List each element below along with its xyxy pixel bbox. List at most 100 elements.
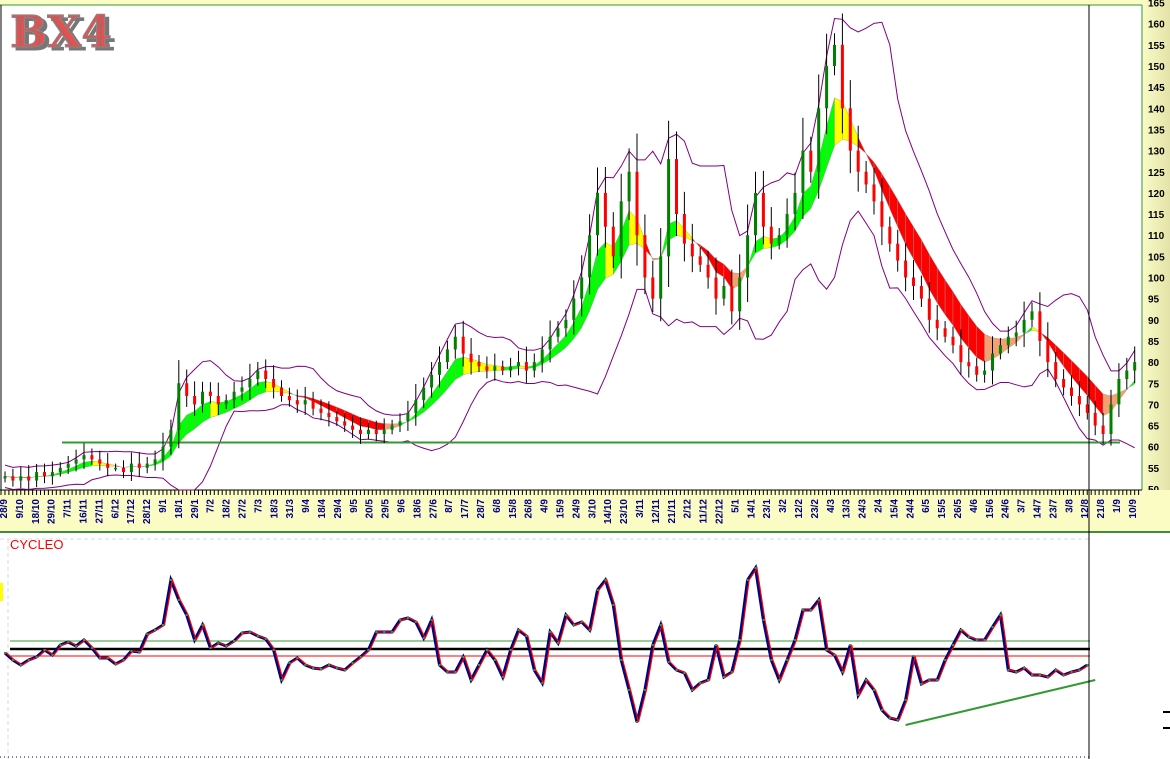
candle-body xyxy=(580,277,584,299)
y-tick-label: 90 xyxy=(1148,316,1160,327)
candle xyxy=(833,33,836,76)
candle xyxy=(754,171,757,253)
x-tick-label: 29/4 xyxy=(333,499,344,519)
candle-body xyxy=(90,455,94,460)
candle-body xyxy=(856,150,860,172)
candle-body xyxy=(264,370,268,380)
cycleo-point xyxy=(320,668,322,670)
cycleo-trendline[interactable] xyxy=(905,679,1096,726)
ribbon-segment xyxy=(455,356,464,380)
cycleo-point xyxy=(541,682,544,684)
candle-body xyxy=(991,353,994,371)
candle xyxy=(888,216,892,252)
ribbon-segment xyxy=(700,244,709,259)
candle-body xyxy=(730,285,734,312)
candle-body xyxy=(43,472,46,477)
cycleo-point xyxy=(604,579,607,581)
candle-body xyxy=(485,366,489,371)
candle-body xyxy=(959,345,963,363)
candle-body xyxy=(469,353,473,363)
candle xyxy=(493,353,497,381)
ribbon-segment xyxy=(1063,352,1072,378)
candle xyxy=(185,369,189,407)
candle-body xyxy=(382,429,386,435)
cycleo-point xyxy=(873,689,875,691)
cycleo-point xyxy=(1086,664,1089,666)
candle-body xyxy=(627,171,631,202)
cycleo-point xyxy=(683,672,686,674)
candle xyxy=(761,170,765,245)
cycleo-point xyxy=(857,694,860,696)
ribbon-segment xyxy=(889,185,898,228)
candle-body xyxy=(177,383,181,430)
x-tick-label: 18/1 xyxy=(174,499,185,519)
candle-body xyxy=(256,370,260,380)
candle xyxy=(848,80,852,174)
x-tick-label: 3/2 xyxy=(778,499,789,513)
cycleo-point xyxy=(564,614,567,616)
candle xyxy=(896,229,900,272)
candle xyxy=(777,228,781,250)
candle xyxy=(43,463,46,484)
candle-body xyxy=(398,421,402,426)
cycleo-indicator xyxy=(4,563,1096,726)
x-tick-label: 7/11 xyxy=(63,499,74,518)
cycleo-point xyxy=(399,619,401,621)
candle xyxy=(114,463,118,472)
bollinger-upper xyxy=(4,18,1136,468)
candle xyxy=(248,363,252,400)
candle xyxy=(603,166,607,248)
candle xyxy=(90,448,94,465)
ribbon-segment xyxy=(344,410,353,423)
candle xyxy=(935,304,939,341)
candle-body xyxy=(872,184,876,202)
candle xyxy=(1022,301,1026,348)
x-tick-label: 9/4 xyxy=(301,499,312,513)
candle xyxy=(430,362,434,398)
candle-body xyxy=(66,463,70,468)
x-tick-label: 23/10 xyxy=(619,499,630,524)
candle-body xyxy=(809,150,813,172)
cycleo-point xyxy=(1078,669,1081,671)
candle-body xyxy=(635,171,639,236)
candle xyxy=(280,380,283,402)
candle-body xyxy=(951,336,955,346)
candle-body xyxy=(761,192,765,227)
y-tick-label: 75 xyxy=(1148,379,1160,390)
cycleo-point xyxy=(83,639,85,641)
candle-body xyxy=(643,235,647,278)
cycleo-point xyxy=(312,667,315,669)
candle xyxy=(959,329,963,375)
candle-body xyxy=(319,408,323,413)
ribbon-segment xyxy=(202,401,211,423)
scale-mark-lower xyxy=(1163,727,1170,729)
cycleo-point xyxy=(762,619,765,621)
candle xyxy=(738,254,742,330)
ribbon-segment xyxy=(352,413,361,427)
x-tick-label: 15/9 xyxy=(556,499,567,519)
x-tick-label: 9/5 xyxy=(349,499,360,513)
candle-body xyxy=(548,336,552,350)
candle xyxy=(951,326,955,354)
ribbon-segment xyxy=(960,303,969,349)
candle xyxy=(651,260,655,312)
candle-body xyxy=(185,383,189,396)
cycleo-point xyxy=(233,640,236,642)
cycleo-point xyxy=(1054,669,1057,671)
candle xyxy=(256,361,260,386)
ribbon-segment xyxy=(376,422,385,430)
candle xyxy=(556,321,560,343)
cycleo-point xyxy=(296,657,299,659)
cycleo-point xyxy=(177,599,180,601)
y-tick-label: 140 xyxy=(1148,104,1165,115)
candle xyxy=(817,74,821,199)
candle xyxy=(390,419,394,435)
y-tick-label: 125 xyxy=(1148,168,1165,179)
y-tick-label: 165 xyxy=(1148,0,1165,10)
candle-body xyxy=(114,467,118,470)
cycleo-point xyxy=(138,651,141,653)
cycleo-point xyxy=(185,614,188,616)
candle xyxy=(943,321,947,343)
candle-body xyxy=(596,192,599,236)
